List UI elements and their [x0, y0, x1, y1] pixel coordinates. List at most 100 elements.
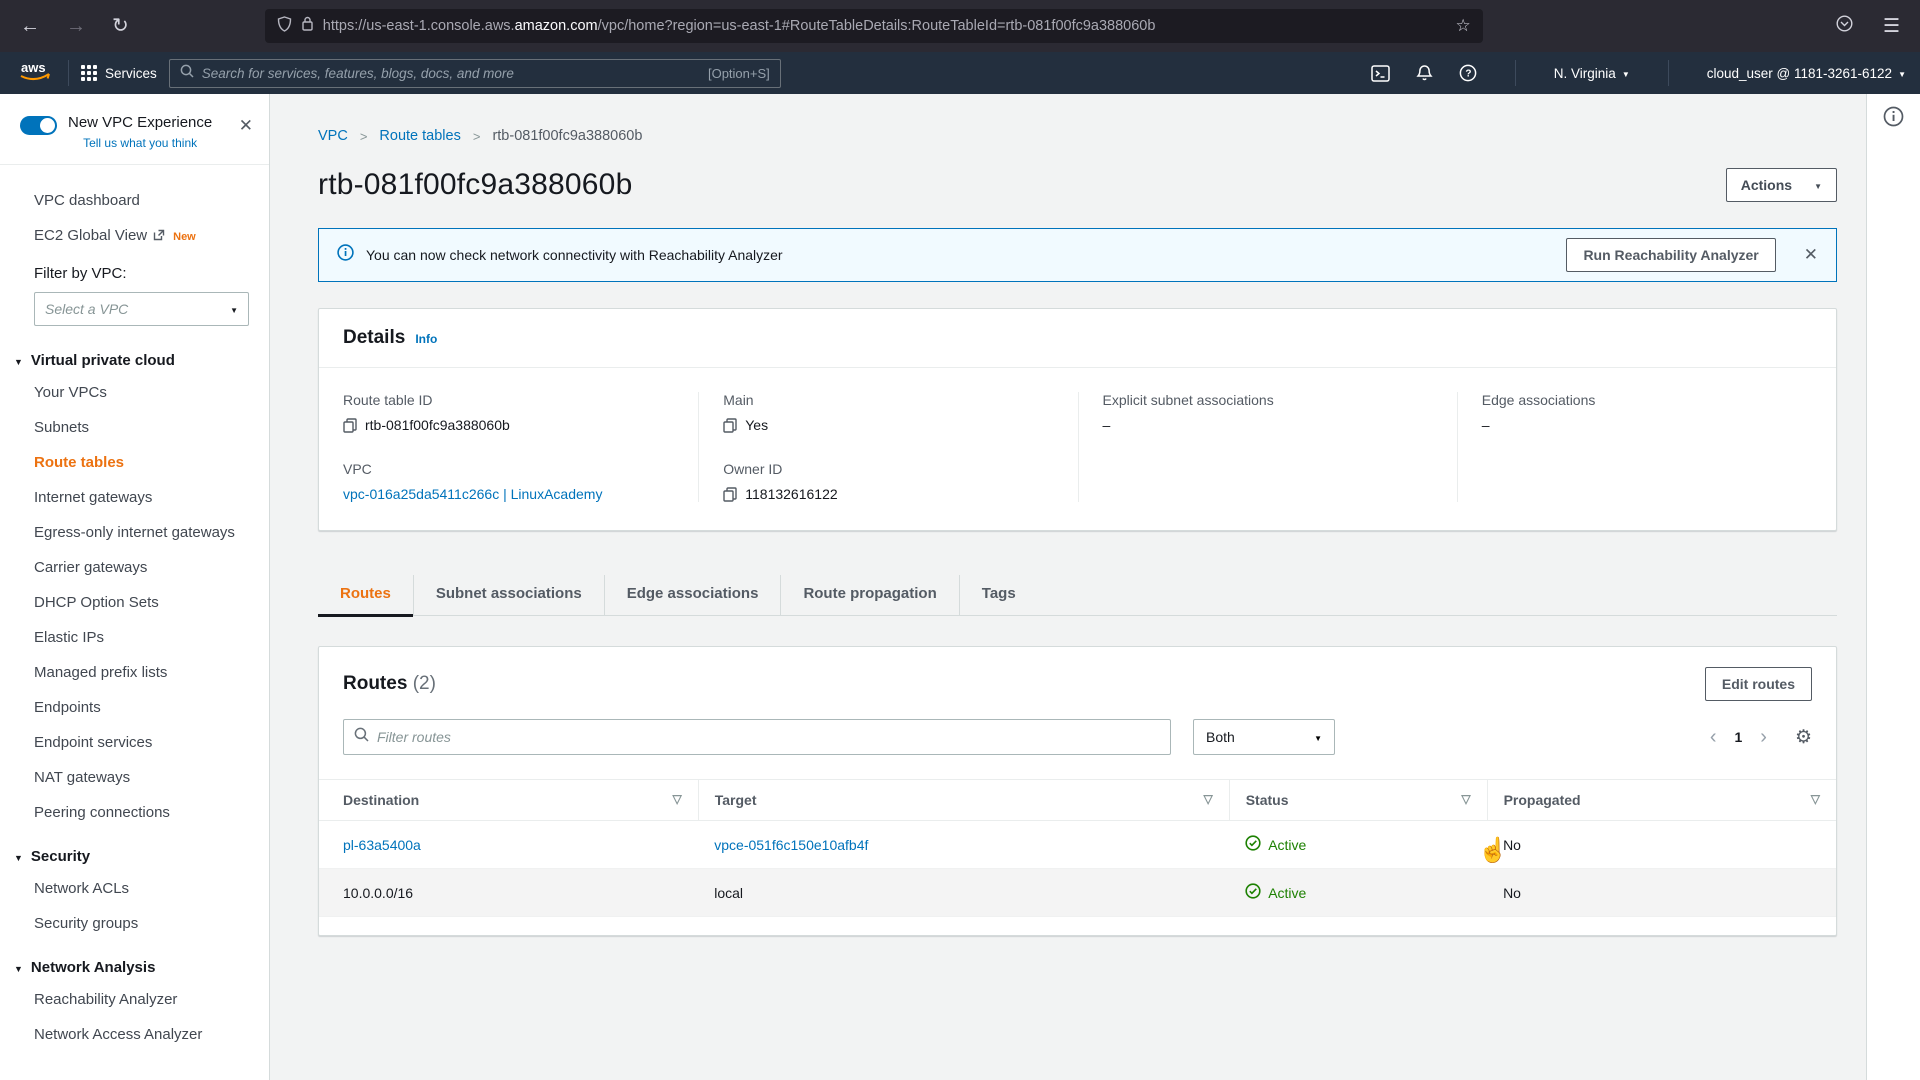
- new-vpc-experience-toggle[interactable]: [20, 116, 57, 135]
- global-search[interactable]: [Option+S]: [168, 58, 781, 88]
- vpc-filter-select[interactable]: Select a VPC ▼: [34, 292, 249, 326]
- sidebar-group-security[interactable]: ▼ Security: [14, 848, 91, 865]
- actions-button[interactable]: Actions ▼: [1725, 168, 1837, 202]
- breadcrumb-route-tables[interactable]: Route tables: [379, 128, 461, 144]
- browser-back-button[interactable]: ←: [20, 15, 40, 37]
- info-panel-icon[interactable]: [1883, 106, 1904, 1080]
- sidebar-item-elastic-ips[interactable]: Elastic IPs: [34, 629, 105, 646]
- column-header-target[interactable]: Target ▽: [698, 779, 1230, 821]
- sort-icon[interactable]: ▽: [1461, 792, 1471, 806]
- destination-value: 10.0.0.0/16: [343, 884, 414, 901]
- target-link[interactable]: vpce-051f6c150e10afb4f: [714, 836, 869, 853]
- details-info-link[interactable]: Info: [415, 332, 438, 346]
- edit-routes-button[interactable]: Edit routes: [1704, 667, 1812, 701]
- tab-routes[interactable]: Routes: [318, 575, 413, 617]
- feedback-link[interactable]: Tell us what you think: [83, 136, 198, 150]
- external-link-icon: [153, 227, 165, 246]
- sidebar-item-managed-prefix-lists[interactable]: Managed prefix lists: [34, 664, 168, 681]
- banner-close-icon[interactable]: ✕: [1803, 245, 1818, 264]
- info-banner: You can now check network connectivity w…: [318, 228, 1837, 282]
- breadcrumb-separator: >: [359, 128, 368, 144]
- sidebar-item-endpoint-services[interactable]: Endpoint services: [34, 734, 153, 751]
- target-value: local: [714, 884, 744, 901]
- address-bar[interactable]: https://us-east-1.console.aws.amazon.com…: [264, 9, 1483, 43]
- aws-top-navbar: aws Services [Option+S] ? N. Virginia▼ c…: [0, 52, 1920, 94]
- sidebar-item-security-groups[interactable]: Security groups: [34, 915, 139, 932]
- tab-tags[interactable]: Tags: [958, 575, 1038, 615]
- sidebar-item-network-access-analyzer[interactable]: Network Access Analyzer: [34, 1026, 203, 1043]
- right-tools-panel: [1866, 94, 1920, 1080]
- browser-forward-button[interactable]: →: [66, 15, 86, 37]
- experience-toggle-label: New VPC Experience: [68, 114, 213, 131]
- sidebar-item-internet-gateways[interactable]: Internet gateways: [34, 489, 153, 506]
- new-badge: New: [173, 231, 196, 243]
- browser-reload-button[interactable]: ↻: [112, 15, 129, 37]
- status-active-icon: [1245, 835, 1261, 854]
- routes-filter-input[interactable]: [377, 729, 1160, 745]
- help-icon[interactable]: ?: [1459, 64, 1477, 82]
- pocket-icon[interactable]: [1836, 15, 1853, 37]
- column-header-destination[interactable]: Destination ▽: [319, 779, 699, 821]
- sidebar-item-ec2-global-view[interactable]: EC2 Global View New: [34, 227, 196, 246]
- notifications-bell-icon[interactable]: [1416, 64, 1433, 82]
- column-header-propagated[interactable]: Propagated ▽: [1487, 779, 1836, 821]
- vpc-link[interactable]: vpc-016a25da5411c266c | LinuxAcademy: [343, 486, 603, 502]
- sidebar-group-network-analysis[interactable]: ▼ Network Analysis: [14, 959, 156, 976]
- run-reachability-analyzer-button[interactable]: Run Reachability Analyzer: [1566, 238, 1776, 272]
- sort-icon[interactable]: ▽: [1203, 792, 1213, 806]
- menu-icon[interactable]: ☰: [1882, 15, 1900, 37]
- copy-icon[interactable]: [723, 417, 737, 433]
- previous-page-icon[interactable]: ‹: [1709, 726, 1717, 748]
- breadcrumb-vpc[interactable]: VPC: [318, 128, 348, 144]
- services-grid-icon: [81, 65, 97, 81]
- field-label-vpc: VPC: [343, 461, 372, 477]
- section-caret-icon: ▼: [14, 963, 23, 974]
- routes-filter[interactable]: [343, 719, 1171, 755]
- banner-message: You can now check network connectivity w…: [366, 247, 783, 263]
- info-icon: [337, 244, 354, 266]
- services-menu[interactable]: Services: [81, 65, 157, 81]
- sort-icon[interactable]: ▽: [672, 792, 682, 806]
- destination-link[interactable]: pl-63a5400a: [343, 836, 421, 853]
- tab-edge-associations[interactable]: Edge associations: [603, 575, 781, 615]
- sidebar-item-nat-gateways[interactable]: NAT gateways: [34, 769, 131, 786]
- current-page[interactable]: 1: [1734, 729, 1743, 745]
- sidebar-item-subnets[interactable]: Subnets: [34, 419, 90, 436]
- sidebar-item-egress-only-internet-gateways[interactable]: Egress-only internet gateways: [34, 524, 235, 541]
- field-label-explicit-subnet-associations: Explicit subnet associations: [1102, 392, 1274, 408]
- copy-icon[interactable]: [723, 486, 737, 502]
- sidebar-group-virtual-private-cloud[interactable]: ▼ Virtual private cloud: [14, 352, 175, 369]
- sidebar-item-reachability-analyzer[interactable]: Reachability Analyzer: [34, 991, 178, 1008]
- sidebar-item-network-acls[interactable]: Network ACLs: [34, 880, 130, 897]
- sidebar-item-peering-connections[interactable]: Peering connections: [34, 804, 170, 821]
- sidebar-item-route-tables[interactable]: Route tables: [34, 454, 125, 471]
- sidebar-item-carrier-gateways[interactable]: Carrier gateways: [34, 559, 148, 576]
- page-title: rtb-081f00fc9a388060b: [318, 168, 633, 201]
- details-title: Details: [343, 327, 406, 348]
- search-icon: [354, 727, 369, 747]
- url-text: https://us-east-1.console.aws.amazon.com…: [322, 18, 1156, 34]
- sidebar-item-dhcp-option-sets[interactable]: DHCP Option Sets: [34, 594, 159, 611]
- sidebar-item-endpoints[interactable]: Endpoints: [34, 699, 101, 716]
- aws-logo[interactable]: aws: [14, 58, 56, 89]
- table-settings-gear-icon[interactable]: ⚙: [1794, 726, 1812, 748]
- global-search-input[interactable]: [201, 65, 700, 81]
- sidebar-item-your-vpcs[interactable]: Your VPCs: [34, 384, 107, 401]
- account-menu[interactable]: cloud_user @ 1181-3261-6122 ▼: [1706, 65, 1906, 81]
- region-selector[interactable]: N. Virginia ▼: [1553, 65, 1630, 81]
- sidebar-close-icon[interactable]: ✕: [238, 116, 253, 135]
- tab-route-propagation[interactable]: Route propagation: [780, 575, 958, 615]
- bookmark-star-icon[interactable]: ☆: [1455, 16, 1471, 35]
- route-type-select[interactable]: Both ▼: [1193, 719, 1335, 755]
- status-text: Active: [1268, 884, 1307, 901]
- tab-subnet-associations[interactable]: Subnet associations: [412, 575, 604, 615]
- column-header-status[interactable]: Status ▽: [1229, 779, 1488, 821]
- tracking-shield-icon[interactable]: [277, 15, 292, 37]
- next-page-icon[interactable]: ›: [1760, 726, 1767, 748]
- sort-icon[interactable]: ▽: [1810, 792, 1820, 806]
- copy-icon[interactable]: [343, 417, 357, 433]
- svg-text:?: ?: [1465, 69, 1471, 80]
- cloudshell-icon[interactable]: [1371, 64, 1390, 82]
- sidebar-item-vpc-dashboard[interactable]: VPC dashboard: [34, 192, 140, 209]
- owner-id-value: 118132616122: [745, 486, 838, 502]
